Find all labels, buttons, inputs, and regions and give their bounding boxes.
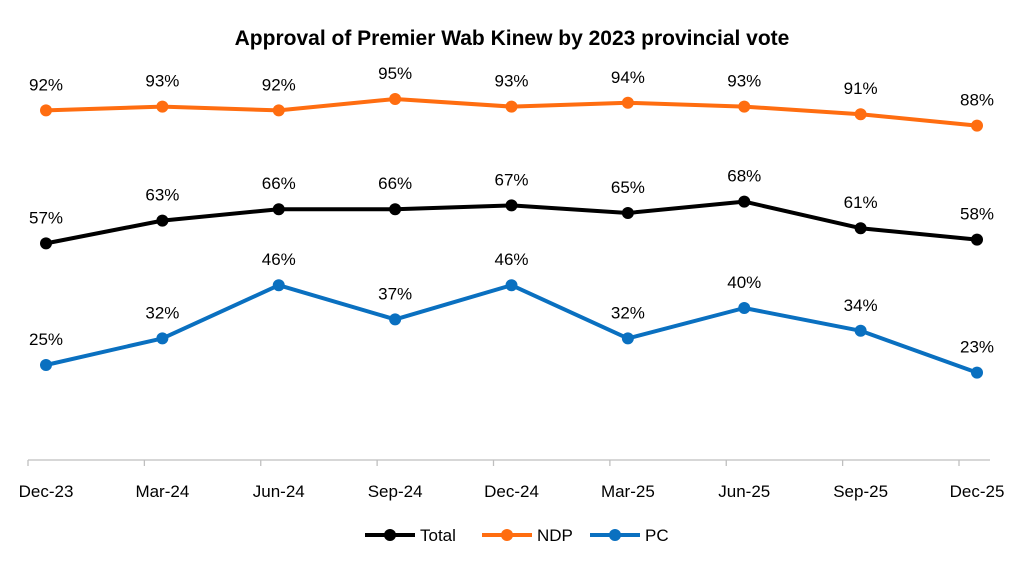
data-point: [40, 359, 52, 371]
data-point: [854, 324, 867, 337]
series-total: 57% 63% 66% 66% 67% 65% 68% 61% 58%: [29, 167, 994, 250]
data-label: 91%: [844, 79, 878, 98]
data-point: [621, 207, 634, 219]
data-label: 92%: [262, 75, 296, 94]
data-label: 34%: [844, 296, 878, 315]
legend-marker-ndp: [501, 529, 513, 541]
series-line: [45, 283, 978, 375]
data-label: 88%: [960, 91, 994, 110]
data-label: 46%: [262, 250, 296, 269]
chart-title: Approval of Premier Wab Kinew by 2023 pr…: [235, 27, 790, 50]
data-point: [156, 332, 169, 345]
data-point: [40, 104, 52, 117]
series-ndp: 92% 93% 92% 95% 93% 94% 93% 91% 88%: [29, 64, 994, 132]
legend-marker-pc: [609, 529, 621, 541]
data-label: 94%: [611, 68, 645, 87]
data-point: [738, 100, 751, 113]
data-point: [621, 332, 634, 345]
data-point: [854, 108, 867, 121]
series-group: 57%63%66% 66% 67% 65%68%61%58%92% 93% 92%95% 9…: [29, 64, 994, 379]
data-point: [854, 222, 867, 235]
legend-label-total: Total: [420, 526, 456, 545]
data-point: [389, 313, 402, 326]
data-label: 40%: [727, 273, 761, 292]
data-point: [505, 199, 518, 212]
x-tick-label: Sep-25: [833, 482, 888, 501]
data-label: 93%: [145, 72, 179, 91]
data-label: 63%: [145, 186, 179, 205]
legend-label-ndp: NDP: [537, 526, 573, 545]
data-label: 66%: [378, 174, 412, 193]
data-label: 93%: [727, 72, 761, 91]
data-point: [738, 302, 751, 314]
data-label: 57%: [29, 208, 63, 227]
data-point: [40, 237, 52, 250]
data-point: [505, 100, 518, 113]
data-point: [971, 233, 983, 246]
x-tick-label: Sep-24: [368, 482, 423, 501]
data-label: 68%: [727, 167, 761, 186]
data-point: [971, 366, 983, 379]
data-point: [272, 279, 285, 292]
data-point: [971, 119, 983, 132]
data-label: 58%: [960, 205, 994, 224]
data-point: [505, 279, 518, 292]
data-point: [621, 96, 634, 109]
data-label: 23%: [960, 338, 994, 357]
x-tick-label: Dec-23: [19, 482, 74, 501]
data-label: 37%: [378, 284, 412, 303]
x-axis: Dec-23 Mar-24 Jun-24 Sep-24 Dec-24 Mar-25 Jun-…: [19, 459, 1005, 501]
data-label: 93%: [494, 72, 528, 91]
x-tick-label: Jun-24: [253, 482, 305, 501]
x-tick-label: Mar-25: [601, 482, 655, 501]
x-tick-label: Jun-25: [718, 482, 770, 501]
legend: Total NDP PC: [365, 526, 669, 545]
data-label: 46%: [494, 250, 528, 269]
legend-marker-total: [384, 529, 396, 541]
data-label: 25%: [29, 330, 63, 349]
x-tick-label: Mar-24: [135, 482, 189, 501]
data-point: [389, 203, 402, 216]
data-label: 66%: [262, 174, 296, 193]
x-tick-label: Dec-24: [484, 482, 539, 501]
data-label: 65%: [611, 178, 645, 197]
data-point: [738, 195, 751, 208]
data-point: [272, 104, 285, 117]
data-label: 32%: [611, 303, 645, 322]
data-label: 61%: [844, 193, 878, 212]
data-point: [272, 203, 285, 216]
data-label: 67%: [494, 170, 528, 189]
data-label: 95%: [378, 64, 412, 83]
data-label: 92%: [29, 75, 63, 94]
data-point: [156, 100, 169, 113]
data-point: [156, 214, 169, 227]
series-pc: 25% 32% 46% 37% 46% 32% 40% 34% 23%: [29, 250, 994, 379]
data-point: [389, 93, 402, 105]
legend-label-pc: PC: [645, 526, 669, 545]
data-label: 32%: [145, 303, 179, 322]
x-tick-label: Dec-25: [950, 482, 1005, 501]
